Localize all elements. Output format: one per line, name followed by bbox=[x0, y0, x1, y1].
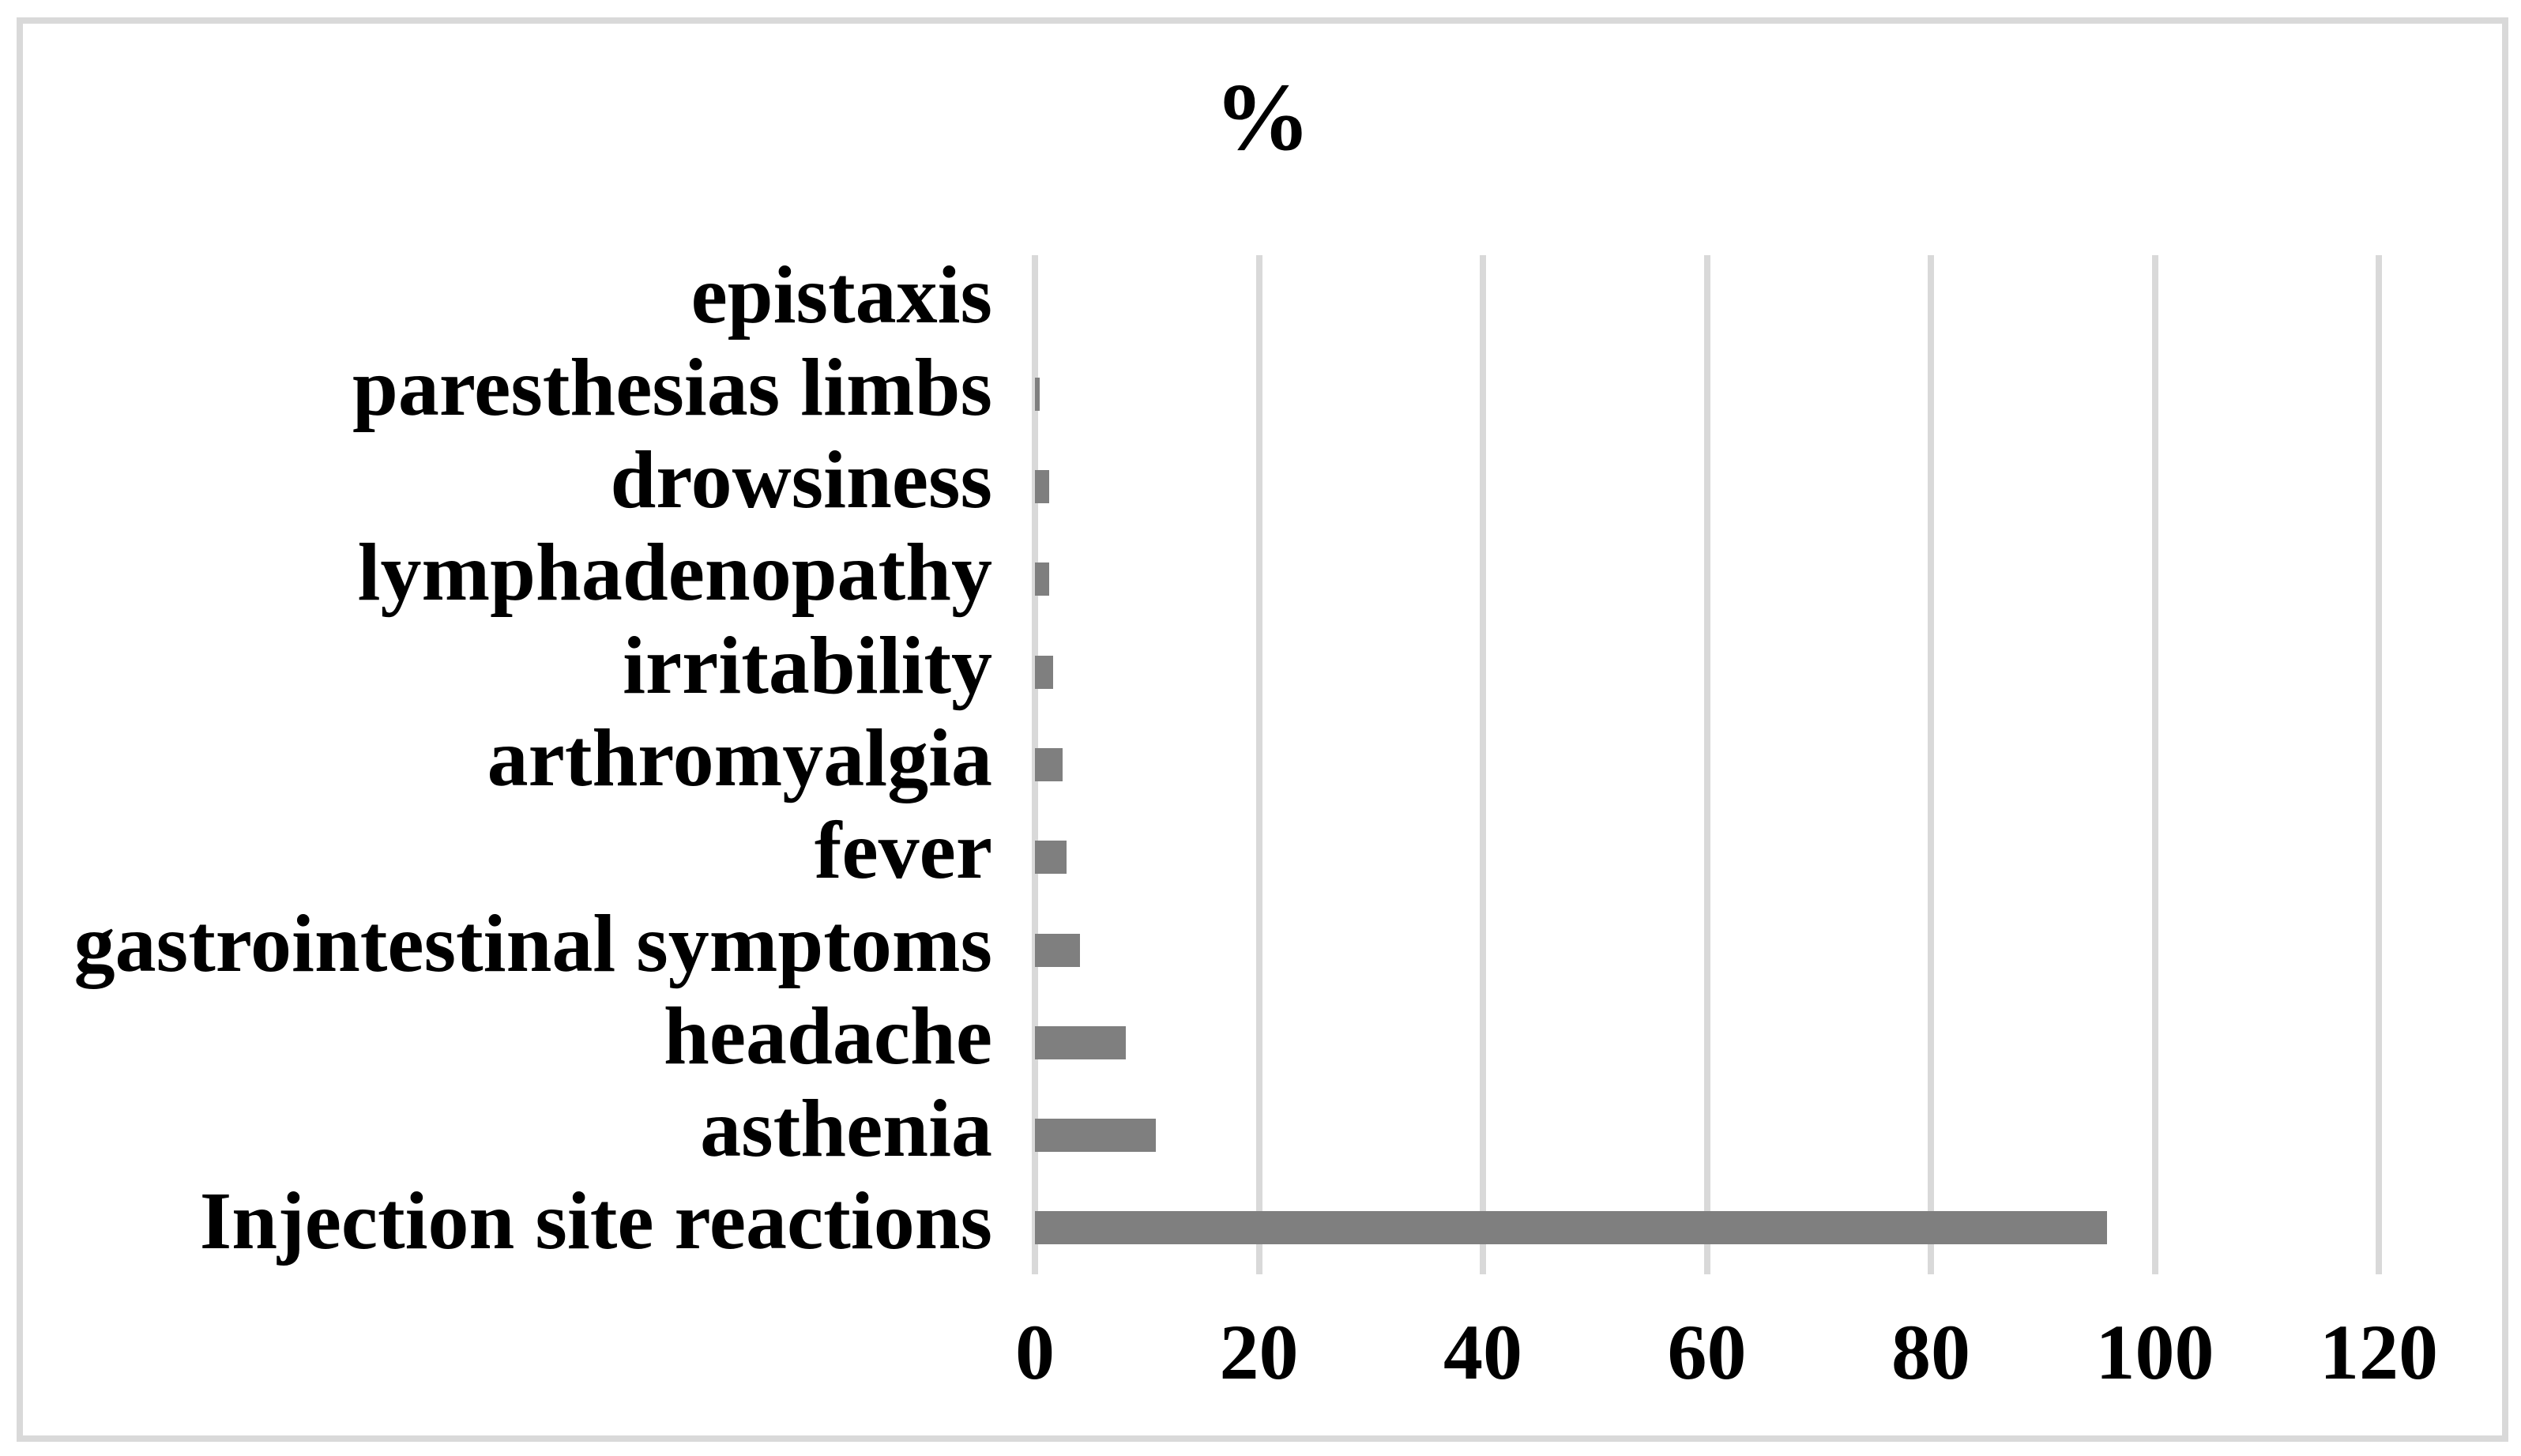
category-label: Injection site reactions bbox=[199, 1176, 992, 1267]
category-label: gastrointestinal symptoms bbox=[73, 897, 992, 989]
chart-frame bbox=[17, 17, 2508, 1442]
category-label-row: asthenia bbox=[0, 1083, 992, 1181]
gridline-100 bbox=[2151, 255, 2158, 1274]
category-label: lymphadenopathy bbox=[357, 527, 992, 619]
x-tick-label: 20 bbox=[1219, 1308, 1299, 1396]
category-label: headache bbox=[664, 990, 992, 1082]
bar-gastrointestinal-symptoms bbox=[1035, 933, 1080, 967]
gridline-80 bbox=[1928, 255, 1934, 1274]
category-label: asthenia bbox=[700, 1083, 992, 1175]
category-label-row: fever bbox=[0, 805, 992, 904]
category-label: paresthesias limbs bbox=[352, 341, 992, 433]
category-label: epistaxis bbox=[690, 249, 992, 340]
category-label-row: epistaxis bbox=[0, 249, 992, 348]
category-label: drowsiness bbox=[610, 435, 992, 526]
x-tick-label: 120 bbox=[2320, 1308, 2438, 1396]
x-tick-label: 60 bbox=[1667, 1308, 1747, 1396]
value-axis: 0 20 40 60 80 100 120 bbox=[0, 1313, 2521, 1408]
category-label: irritability bbox=[623, 619, 992, 711]
chart-title: % bbox=[1214, 64, 1311, 171]
category-label-row: arthromyalgia bbox=[0, 712, 992, 811]
x-tick-label: 40 bbox=[1443, 1308, 1522, 1396]
bar-asthenia bbox=[1035, 1119, 1157, 1153]
bar-arthromyalgia bbox=[1035, 748, 1063, 781]
category-label: fever bbox=[814, 805, 992, 897]
bar-irritability bbox=[1035, 655, 1053, 689]
gridline-120 bbox=[2376, 255, 2382, 1274]
category-label-row: gastrointestinal symptoms bbox=[0, 897, 992, 996]
bar-drowsiness bbox=[1035, 470, 1050, 504]
category-label-row: lymphadenopathy bbox=[0, 527, 992, 626]
gridline-60 bbox=[1703, 255, 1710, 1274]
category-axis: epistaxis paresthesias limbs drowsiness lym… bbox=[0, 249, 992, 1274]
bar-lymphadenopathy bbox=[1035, 562, 1050, 596]
category-label-row: irritability bbox=[0, 619, 992, 718]
category-label-row: headache bbox=[0, 990, 992, 1089]
category-label-row: paresthesias limbs bbox=[0, 341, 992, 440]
x-tick-label: 80 bbox=[1891, 1308, 1970, 1396]
bar-paresthesias-limbs bbox=[1035, 377, 1040, 411]
category-label: arthromyalgia bbox=[487, 712, 992, 803]
bar-fever bbox=[1035, 841, 1067, 875]
bar-injection-site-reactions bbox=[1035, 1211, 2107, 1245]
x-tick-label: 100 bbox=[2095, 1308, 2214, 1396]
category-label-row: drowsiness bbox=[0, 435, 992, 533]
x-tick-label: 0 bbox=[1015, 1308, 1055, 1396]
category-label-row: Injection site reactions bbox=[0, 1176, 992, 1274]
gridline-20 bbox=[1255, 255, 1262, 1274]
gridline-40 bbox=[1480, 255, 1486, 1274]
bar-headache bbox=[1035, 1025, 1126, 1059]
